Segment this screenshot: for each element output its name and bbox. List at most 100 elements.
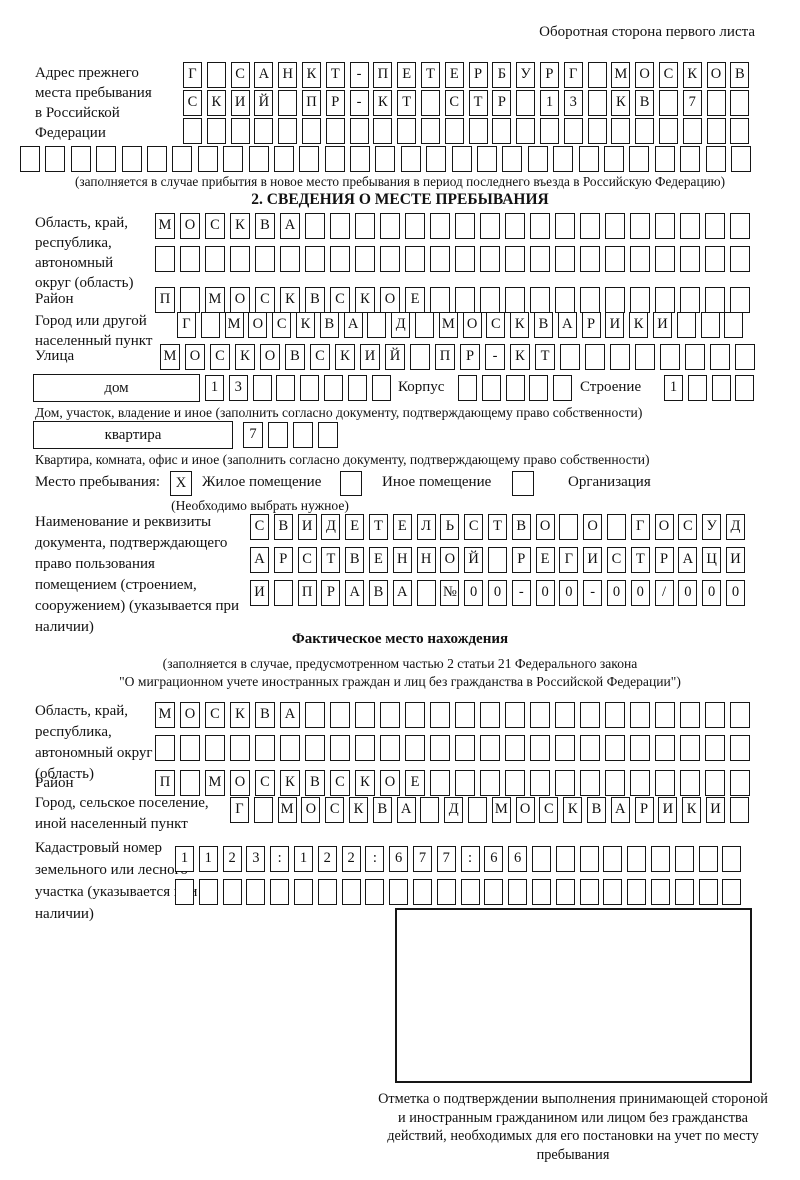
char-box: 6	[508, 846, 528, 872]
char-box	[180, 246, 200, 272]
char-box: Ц	[702, 547, 722, 573]
char-box: 2	[341, 846, 361, 872]
char-box	[96, 146, 117, 172]
char-box	[630, 702, 650, 728]
korpus-boxes	[458, 375, 573, 401]
char-box: Р	[468, 62, 488, 88]
char-box: С	[210, 344, 230, 370]
char-box: М	[155, 702, 175, 728]
char-box: И	[725, 547, 745, 573]
char-box	[687, 375, 707, 401]
char-box: Т	[321, 547, 341, 573]
char-box	[539, 118, 559, 144]
char-box	[480, 770, 500, 796]
char-box	[680, 735, 700, 761]
char-box: К	[682, 62, 702, 88]
char-box	[730, 146, 751, 172]
char-box	[349, 118, 369, 144]
char-box: К	[295, 312, 315, 338]
char-box: П	[373, 62, 393, 88]
char-box	[198, 879, 218, 905]
actual-location-note-line1: (заполняется в случае, предусмотренном ч…	[162, 656, 638, 671]
char-box	[605, 287, 625, 313]
char-box	[430, 246, 450, 272]
char-box: А	[280, 213, 300, 239]
char-box: О	[230, 770, 250, 796]
char-box	[680, 702, 700, 728]
char-box	[420, 90, 440, 116]
document-label: Наименование и реквизиты документа, подт…	[35, 514, 240, 635]
char-box: О	[180, 213, 200, 239]
char-box: В	[305, 770, 325, 796]
stamp-box	[395, 908, 752, 1083]
char-box: С	[330, 287, 350, 313]
char-box	[705, 702, 725, 728]
actual-location-note-line2: "О миграционном учете иностранных гражда…	[119, 674, 681, 689]
char-box: :	[460, 846, 480, 872]
char-box: Н	[416, 547, 436, 573]
char-box	[355, 702, 375, 728]
char-box: Т	[535, 344, 555, 370]
char-box	[455, 702, 475, 728]
char-box	[380, 246, 400, 272]
char-box: Е	[397, 62, 417, 88]
char-box: М	[611, 62, 631, 88]
char-box: В	[635, 90, 655, 116]
page-side-note: Оборотная сторона первого листа	[539, 24, 755, 40]
char-box	[735, 344, 755, 370]
apartment-label-box: квартира	[33, 421, 233, 449]
section2-title: 2. СВЕДЕНИЯ О МЕСТЕ ПРЕБЫВАНИЯ	[251, 191, 549, 208]
char-box	[330, 246, 350, 272]
char-box: С	[539, 797, 559, 823]
char-box: О	[515, 797, 535, 823]
char-box: А	[396, 797, 416, 823]
char-box	[580, 213, 600, 239]
char-box	[610, 344, 630, 370]
char-box	[430, 213, 450, 239]
char-box	[380, 735, 400, 761]
char-box: С	[205, 213, 225, 239]
char-box	[705, 770, 725, 796]
char-box	[650, 846, 670, 872]
char-box: И	[230, 90, 250, 116]
char-box: В	[305, 287, 325, 313]
char-box	[487, 547, 507, 573]
char-box: 0	[725, 580, 745, 606]
char-box: К	[355, 287, 375, 313]
city-label: Город или другой населенный пункт	[35, 313, 153, 349]
char-box	[455, 246, 475, 272]
char-box: 0	[464, 580, 484, 606]
char-box	[730, 246, 750, 272]
char-box: А	[557, 312, 577, 338]
char-box: М	[205, 770, 225, 796]
char-box: С	[255, 770, 275, 796]
stay-type-note: (Необходимо выбрать нужное)	[171, 498, 349, 513]
char-box: Н	[392, 547, 412, 573]
char-box: К	[510, 312, 530, 338]
char-box	[553, 146, 574, 172]
char-box: А	[343, 312, 363, 338]
char-box	[230, 735, 250, 761]
district-label: Район	[35, 291, 74, 307]
char-box: К	[230, 702, 250, 728]
stay-type-option-other-premises-label: Иное помещение	[382, 474, 492, 490]
char-box: С	[272, 312, 292, 338]
char-box	[180, 770, 200, 796]
char-box	[455, 735, 475, 761]
char-box	[529, 375, 549, 401]
char-box	[630, 735, 650, 761]
char-box: Б	[492, 62, 512, 88]
char-box	[480, 735, 500, 761]
char-box	[484, 879, 504, 905]
char-box	[414, 312, 434, 338]
char-box: О	[535, 514, 555, 540]
apartment-label: квартира	[104, 426, 162, 443]
char-box: М	[438, 312, 458, 338]
char-box: С	[205, 702, 225, 728]
